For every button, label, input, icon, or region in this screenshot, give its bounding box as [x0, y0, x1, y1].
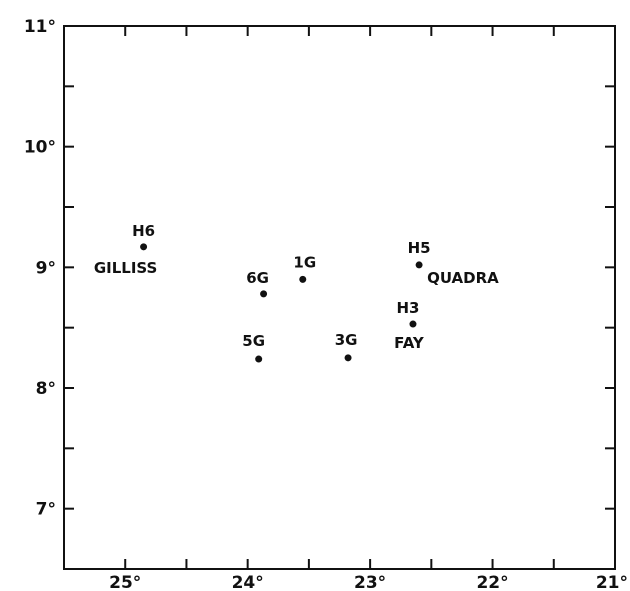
- y-tick-label: 7°: [36, 500, 56, 520]
- data-point-h5: H5 QUADRA: [408, 239, 500, 287]
- point-marker: [299, 275, 307, 283]
- point-label: 6G: [246, 269, 269, 287]
- point-marker: [255, 355, 263, 363]
- point-label: 5G: [242, 332, 265, 350]
- point-sublabel: FAY: [394, 334, 425, 352]
- point-sublabel: GILLISS: [94, 259, 158, 277]
- point-marker: [140, 243, 148, 251]
- data-point-h3: H3 FAY: [394, 299, 425, 352]
- point-marker: [415, 261, 423, 269]
- data-points: H6 GILLISS 1G 6G H5 QUADRA H3 FAY 5G 3G: [94, 222, 499, 363]
- x-tick-label: 24°: [232, 573, 264, 591]
- data-point-1g: 1G: [293, 253, 316, 283]
- axis-tick-labels: 25° 24° 23° 22° 21° 7° 8° 9° 10° 11°: [24, 17, 628, 591]
- point-marker: [409, 320, 417, 328]
- y-tick-label: 8°: [36, 379, 56, 399]
- data-point-h6: H6 GILLISS: [94, 222, 158, 277]
- x-tick-label: 25°: [109, 573, 141, 591]
- axis-ticks: [64, 25, 616, 569]
- x-tick-label: 22°: [476, 573, 508, 591]
- x-tick-label: 23°: [354, 573, 386, 591]
- point-label: H3: [396, 299, 419, 317]
- data-point-3g: 3G: [335, 331, 358, 362]
- point-marker: [260, 290, 268, 298]
- y-tick-label: 9°: [36, 258, 56, 278]
- y-tick-label: 10°: [24, 138, 56, 158]
- point-label: H5: [408, 239, 431, 257]
- y-tick-label: 11°: [24, 17, 56, 37]
- data-point-6g: 6G: [246, 269, 269, 298]
- data-point-5g: 5G: [242, 332, 265, 363]
- x-tick-label: 21°: [596, 573, 628, 591]
- point-marker: [344, 354, 352, 362]
- point-label: 1G: [293, 253, 316, 271]
- point-label: H6: [132, 222, 155, 240]
- point-sublabel: QUADRA: [427, 269, 499, 287]
- plot-frame: [63, 25, 616, 570]
- point-label: 3G: [335, 331, 358, 349]
